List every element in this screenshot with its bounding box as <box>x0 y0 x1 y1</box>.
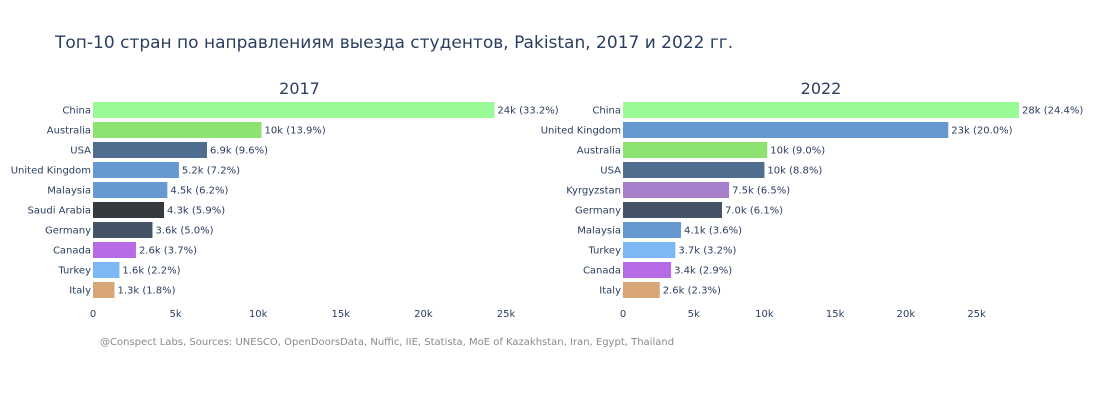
data-label: 28k (24.4%) <box>1022 106 1083 117</box>
bar[interactable] <box>93 162 179 178</box>
chart-title: Топ-10 стран по направлениям выезда студ… <box>55 33 734 53</box>
x-tick-label: 15k <box>332 309 351 320</box>
bar[interactable] <box>623 242 676 258</box>
category-label: Germany <box>45 226 91 237</box>
category-label: Malaysia <box>577 226 621 237</box>
x-tick-label: 10k <box>249 309 268 320</box>
data-label: 1.6k (2.2%) <box>122 266 180 277</box>
data-label: 3.7k (3.2%) <box>678 246 736 257</box>
x-tick-label: 20k <box>897 309 916 320</box>
bar[interactable] <box>93 202 165 218</box>
data-label: 10k (8.8%) <box>767 166 822 177</box>
category-label: Saudi Arabia <box>28 206 91 217</box>
category-label: Italy <box>69 286 91 297</box>
data-label: 7.5k (6.5%) <box>732 186 790 197</box>
category-label: Australia <box>577 146 621 157</box>
data-label: 4.3k (5.9%) <box>167 206 225 217</box>
data-label: 6.9k (9.6%) <box>210 146 268 157</box>
category-label: USA <box>70 146 91 157</box>
bar[interactable] <box>623 182 730 198</box>
data-label: 2.6k (3.7%) <box>139 246 197 257</box>
bar[interactable] <box>93 122 262 138</box>
bar[interactable] <box>93 182 168 198</box>
data-label: 10k (9.0%) <box>770 146 825 157</box>
x-tick-label: 15k <box>826 309 845 320</box>
x-tick-label: 20k <box>414 309 433 320</box>
category-label: Malaysia <box>47 186 91 197</box>
category-label: Canada <box>53 246 91 257</box>
bar[interactable] <box>623 142 768 158</box>
data-label: 7.0k (6.1%) <box>725 206 783 217</box>
x-tick-label: 5k <box>170 309 182 320</box>
x-tick-label: 5k <box>688 309 700 320</box>
bar[interactable] <box>623 262 672 278</box>
bar[interactable] <box>623 122 949 138</box>
category-label: Canada <box>583 266 621 277</box>
category-label: China <box>592 106 621 117</box>
x-tick-label: 0 <box>90 309 96 320</box>
x-tick-label: 25k <box>967 309 986 320</box>
bar[interactable] <box>93 102 495 118</box>
category-label: United Kingdom <box>11 166 91 177</box>
category-label: USA <box>600 166 621 177</box>
category-label: Turkey <box>57 266 91 277</box>
data-label: 3.6k (5.0%) <box>155 226 213 237</box>
subplot-title: 2022 <box>801 79 842 98</box>
subplot-2022: 2022 China 28k (24.4%) United Kingdom 23k (2… <box>541 79 1084 320</box>
subplot-2017: 2017 China 24k (33.2%) Australia 10k (13.9%)… <box>11 79 559 320</box>
category-label: Australia <box>47 126 91 137</box>
data-label: 4.1k (3.6%) <box>684 226 742 237</box>
category-label: Turkey <box>587 246 621 257</box>
category-label: Germany <box>575 206 621 217</box>
data-label: 2.6k (2.3%) <box>663 286 721 297</box>
bar[interactable] <box>93 222 153 238</box>
bar[interactable] <box>623 282 660 298</box>
bar[interactable] <box>93 242 136 258</box>
bar[interactable] <box>623 162 765 178</box>
subplot-title: 2017 <box>279 79 320 98</box>
data-label: 4.5k (6.2%) <box>170 186 228 197</box>
category-label: Italy <box>599 286 621 297</box>
bar[interactable] <box>93 282 115 298</box>
data-label: 10k (13.9%) <box>265 126 326 137</box>
bar[interactable] <box>623 102 1019 118</box>
category-label: Kyrgyzstan <box>566 186 621 197</box>
x-tick-label: 10k <box>755 309 774 320</box>
category-label: China <box>62 106 91 117</box>
bar[interactable] <box>93 262 120 278</box>
data-label: 24k (33.2%) <box>497 106 558 117</box>
data-label: 1.3k (1.8%) <box>117 286 175 297</box>
x-tick-label: 25k <box>497 309 516 320</box>
bar[interactable] <box>623 202 722 218</box>
data-label: 3.4k (2.9%) <box>674 266 732 277</box>
x-tick-label: 0 <box>620 309 626 320</box>
source-note: @Conspect Labs, Sources: UNESCO, OpenDoo… <box>100 337 675 348</box>
category-label: United Kingdom <box>541 126 621 137</box>
data-label: 5.2k (7.2%) <box>182 166 240 177</box>
bar[interactable] <box>93 142 207 158</box>
data-label: 23k (20.0%) <box>951 126 1012 137</box>
bar[interactable] <box>623 222 681 238</box>
